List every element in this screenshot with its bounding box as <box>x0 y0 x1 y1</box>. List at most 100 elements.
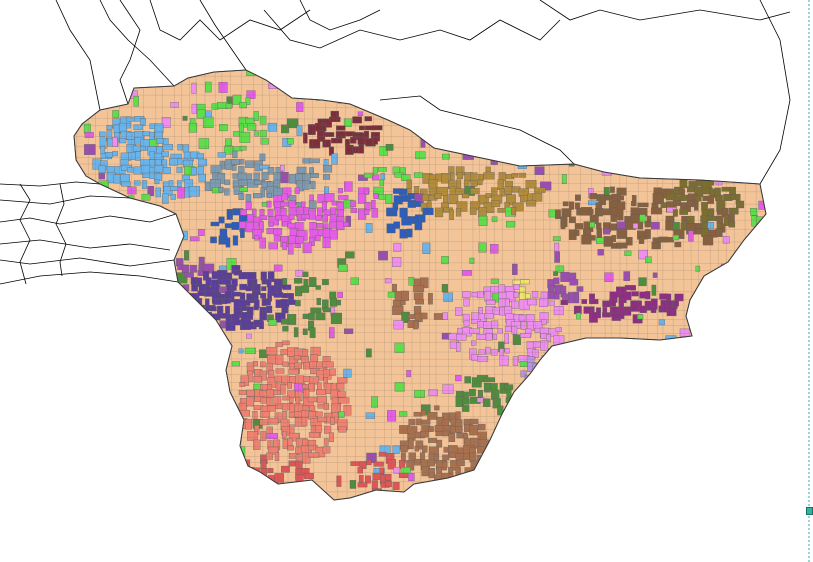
boundary-line <box>379 95 575 165</box>
tract-patch <box>547 363 557 374</box>
tract-patch <box>239 382 246 387</box>
tract-patch <box>414 82 424 92</box>
tract-patch <box>763 445 766 454</box>
tract-patch <box>428 503 435 514</box>
tract-patch <box>685 354 694 365</box>
tract-patch <box>422 445 428 453</box>
tract-patch <box>548 300 555 306</box>
tract-patch <box>540 181 552 191</box>
tract-patch <box>533 468 544 475</box>
tract-patch <box>716 215 723 224</box>
tract-patch <box>329 291 337 299</box>
tract-patch <box>408 277 415 286</box>
tract-patch <box>308 312 315 321</box>
tract-patch <box>512 356 519 366</box>
tract-patch <box>287 314 297 325</box>
tract-patch <box>616 228 628 239</box>
tract-patch <box>729 110 739 120</box>
tract-patch <box>345 144 354 155</box>
tract-patch <box>233 452 244 461</box>
tract-patch <box>434 193 442 199</box>
tract-patch <box>539 70 547 72</box>
tract-patch <box>378 451 387 457</box>
tract-patch <box>651 284 657 296</box>
tract-patch <box>679 382 689 390</box>
tract-patch <box>181 438 187 450</box>
tract-patch <box>560 271 570 282</box>
tract-patch <box>506 221 516 228</box>
tract-patch <box>303 362 310 370</box>
tract-patch <box>688 397 696 402</box>
tract-patch <box>385 144 394 151</box>
tract-patch <box>288 60 297 67</box>
tract-patch <box>372 174 380 181</box>
tract-patch <box>337 391 346 398</box>
tract-patch <box>288 397 294 403</box>
tract-patch <box>268 221 274 227</box>
tract-patch <box>218 216 225 224</box>
tract-patch <box>750 264 762 272</box>
tract-patch <box>428 293 433 305</box>
tract-patch <box>309 139 321 149</box>
tract-patch <box>105 356 117 364</box>
tract-patch <box>617 139 628 147</box>
tract-patch <box>162 193 169 204</box>
tract-patch <box>632 502 637 507</box>
tract-patch <box>365 348 372 358</box>
tract-patch <box>280 164 285 172</box>
tract-patch <box>658 319 665 326</box>
tract-patch <box>245 194 252 202</box>
pane-resize-handle[interactable] <box>806 507 813 515</box>
tract-patch <box>420 277 429 289</box>
tract-patch <box>315 285 321 290</box>
tract-patch <box>434 405 440 411</box>
tract-patch <box>462 398 470 405</box>
tract-patch <box>245 300 251 306</box>
tract-patch <box>561 208 572 217</box>
tract-line <box>324 70 327 500</box>
tract-patch <box>287 445 294 451</box>
tract-patch <box>223 145 234 155</box>
tract-patch <box>273 235 281 242</box>
tract-patch <box>266 305 273 314</box>
tract-patch <box>352 116 362 124</box>
tract-patch <box>154 243 160 251</box>
tract-patch <box>568 440 575 449</box>
tract-patch <box>436 439 443 448</box>
tract-patch <box>553 293 560 300</box>
tract-patch <box>190 307 202 313</box>
tract-patch <box>637 202 649 208</box>
tract-line <box>312 70 314 500</box>
tract-patch <box>293 355 301 361</box>
tract-patch <box>441 284 448 293</box>
tract-patch <box>743 265 751 275</box>
tract-patch <box>442 384 454 394</box>
tract-patch <box>344 328 354 334</box>
tract-patch <box>728 447 739 455</box>
tract-patch <box>84 132 94 138</box>
tract-patch <box>695 265 701 272</box>
tract-patch <box>140 285 148 292</box>
tract-patch <box>344 181 353 192</box>
tract-line <box>286 70 289 500</box>
tract-patch <box>324 193 335 202</box>
tract-patch <box>476 489 481 498</box>
tract-patch <box>301 285 310 293</box>
tract-patch <box>708 297 719 305</box>
tract-patch <box>575 194 581 201</box>
tract-patch <box>120 361 132 372</box>
tract-patch <box>112 137 118 147</box>
tract-patch <box>743 482 755 494</box>
tract-patch <box>74 258 78 267</box>
tract-patch <box>469 257 475 264</box>
tract-patch <box>574 460 584 469</box>
tract-patch <box>399 229 408 239</box>
tract-patch <box>244 347 256 354</box>
tract-patch <box>252 208 257 217</box>
tract-patch <box>198 173 206 183</box>
tract-patch <box>121 298 129 307</box>
tract-patch <box>267 487 275 494</box>
tract-patch <box>170 153 182 159</box>
tract-patch <box>127 404 135 411</box>
tract-patch <box>232 319 241 326</box>
